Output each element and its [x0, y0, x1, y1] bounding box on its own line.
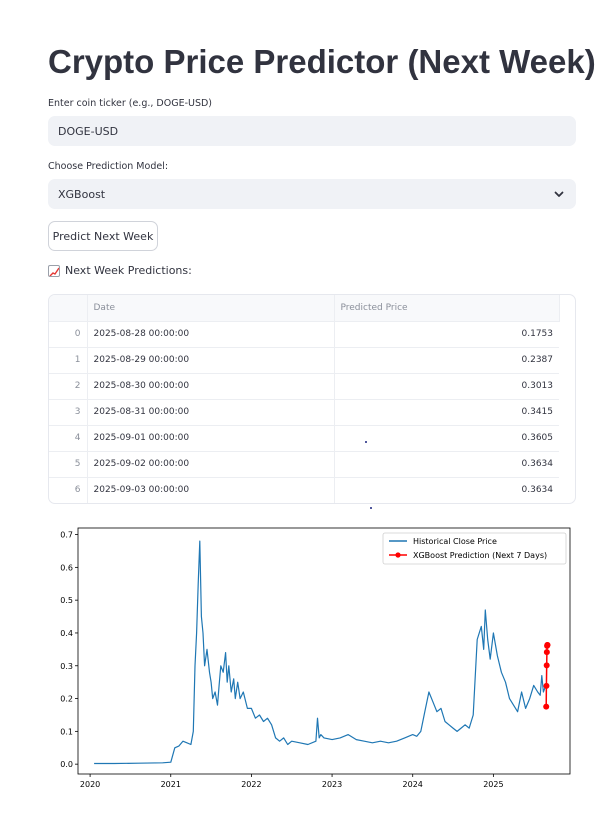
row-price[interactable]: 0.3634 — [334, 451, 559, 478]
price-column-header[interactable]: Predicted Price — [334, 295, 560, 322]
stray-dot — [365, 441, 367, 443]
row-index[interactable]: 4 — [49, 425, 88, 452]
row-date[interactable]: 2025-08-30 00:00:00 — [87, 373, 335, 400]
model-select-value: XGBoost — [58, 187, 106, 201]
y-tick-label: 0.6 — [60, 563, 73, 572]
chart-legend: Historical Close Price XGBoost Predictio… — [382, 532, 567, 565]
prediction-point — [543, 703, 550, 710]
row-price[interactable]: 0.3013 — [334, 373, 559, 400]
predictions-table[interactable]: Date Predicted Price 0 2025-08-28 00:00:0… — [48, 294, 576, 504]
row-date[interactable]: 2025-09-01 00:00:00 — [87, 425, 335, 452]
date-column-header[interactable]: Date — [87, 295, 335, 322]
row-date[interactable]: 2025-08-28 00:00:00 — [87, 321, 335, 348]
row-index[interactable]: 0 — [49, 321, 88, 348]
legend-prediction-label: XGBoost Prediction (Next 7 Days) — [413, 551, 547, 560]
y-tick-label: 0.7 — [60, 531, 73, 540]
price-chart: 2020 2021 2022 2023 2024 2025 0.0 0.1 0.2 0.3 0.4 0… — [60, 527, 571, 789]
table-header-row: Date Predicted Price — [49, 295, 560, 322]
row-index[interactable]: 1 — [49, 347, 88, 374]
x-tick-label: 2022 — [241, 780, 261, 789]
row-date[interactable]: 2025-09-03 00:00:00 — [87, 477, 335, 503]
row-index[interactable]: 5 — [49, 451, 88, 478]
prediction-point — [543, 682, 550, 689]
y-tick-label: 0.5 — [60, 596, 73, 605]
predictions-heading-text: Next Week Predictions: — [65, 264, 192, 277]
row-price[interactable]: 0.3634 — [521, 485, 554, 496]
chart-axes: 2020 2021 2022 2023 2024 2025 0.0 0.1 0.2 0.3 0.4 0… — [60, 527, 571, 789]
row-price[interactable]: 0.1753 — [334, 321, 559, 348]
legend-prediction-marker — [395, 552, 401, 558]
table-row[interactable]: 2 2025-08-30 00:00:00 0.3013 — [49, 373, 559, 400]
stray-dot — [370, 507, 372, 509]
row-index[interactable]: 2 — [49, 373, 88, 400]
x-tick-label: 2021 — [161, 780, 181, 789]
table-row[interactable]: 3 2025-08-31 00:00:00 0.3415 — [49, 399, 559, 426]
row-price[interactable]: 0.3605 — [334, 425, 559, 452]
row-date[interactable]: 2025-08-31 00:00:00 — [87, 399, 335, 426]
prediction-point — [544, 641, 551, 648]
model-select[interactable]: XGBoost — [48, 179, 576, 209]
ticker-input-value: DOGE-USD — [58, 124, 119, 138]
legend-history-label: Historical Close Price — [413, 537, 497, 546]
y-tick-label: 0.2 — [60, 695, 73, 704]
model-label: Choose Prediction Model: — [48, 161, 169, 172]
y-tick-label: 0.0 — [60, 760, 73, 769]
row-price[interactable]: 0.3415 — [334, 399, 559, 426]
table-row[interactable]: 5 2025-09-02 00:00:00 0.3634 — [49, 451, 559, 478]
chart-lines — [94, 540, 551, 765]
historical-close-price-line — [94, 540, 547, 765]
x-tick-label: 2023 — [322, 780, 342, 789]
table-row[interactable]: 4 2025-09-01 00:00:00 0.3605 — [49, 425, 559, 452]
legend-box — [382, 532, 567, 565]
ticker-label: Enter coin ticker (e.g., DOGE-USD) — [48, 98, 213, 109]
row-price[interactable]: 0.2387 — [334, 347, 559, 374]
row-index[interactable]: 3 — [49, 399, 88, 426]
index-column-header[interactable] — [49, 295, 88, 322]
row-index[interactable]: 6 — [49, 477, 88, 503]
predict-button[interactable]: Predict Next Week — [48, 221, 158, 251]
ticker-input[interactable]: DOGE-USD — [48, 116, 576, 146]
row-date[interactable]: 2025-08-29 00:00:00 — [87, 347, 335, 374]
x-tick-label: 2020 — [80, 780, 100, 789]
x-tick-label: 2025 — [483, 780, 503, 789]
chart-increasing-icon — [48, 264, 60, 277]
y-tick-label: 0.1 — [60, 727, 73, 736]
prediction-point — [543, 649, 550, 656]
row-date[interactable]: 2025-09-02 00:00:00 — [87, 451, 335, 478]
predictions-heading: Next Week Predictions: — [48, 264, 192, 277]
table-row[interactable]: 1 2025-08-29 00:00:00 0.2387 — [49, 347, 559, 374]
plot-frame — [77, 527, 571, 775]
prediction-point — [543, 662, 550, 669]
table-row[interactable]: 6 2025-09-03 00:00:00 0.3634 — [49, 477, 559, 503]
y-tick-label: 0.3 — [60, 662, 73, 671]
page-title: Crypto Price Predictor (Next Week) — [48, 43, 596, 80]
table-row[interactable]: 0 2025-08-28 00:00:00 0.1753 — [49, 321, 559, 348]
chevron-down-icon — [554, 191, 564, 197]
x-tick-label: 2024 — [403, 780, 423, 789]
y-tick-label: 0.4 — [60, 629, 73, 638]
